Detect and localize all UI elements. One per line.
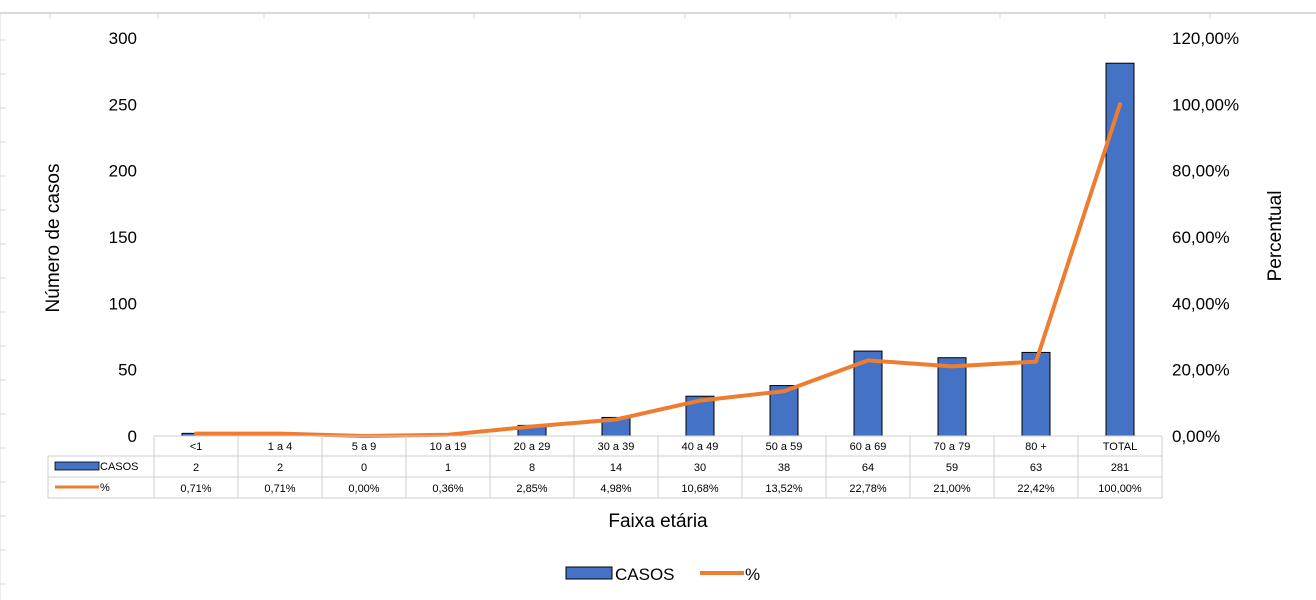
y2-tick-label: 80,00% — [1172, 162, 1230, 181]
y-axis-title: Número de casos — [43, 164, 64, 313]
table-cell-percent: 0,71% — [180, 483, 211, 495]
table-cell-casos: 30 — [694, 462, 706, 474]
category-label: 50 a 59 — [766, 441, 803, 453]
bar — [1021, 351, 1051, 437]
y2-axis-title: Percentual — [1265, 191, 1286, 282]
legend-label-casos: CASOS — [615, 565, 675, 584]
y-tick-label: 100 — [109, 294, 137, 313]
table-cell-casos: 38 — [778, 462, 790, 474]
y2-tick-label: 100,00% — [1172, 95, 1239, 114]
table-cell-casos: 0 — [361, 462, 367, 474]
table-row-label-casos: CASOS — [100, 461, 139, 473]
table-cell-percent: 0,00% — [348, 483, 379, 495]
table-cell-percent: 10,68% — [681, 483, 719, 495]
y2-tick-label: 20,00% — [1172, 361, 1230, 380]
y-tick-label: 200 — [109, 162, 137, 181]
legend-key-casos — [565, 566, 613, 580]
data-table: <1 1 a 4 5 a 9 10 a 19 20 a 29 30 a 39 40 a 49… — [47, 435, 1163, 499]
y-tick-label: 300 — [109, 29, 137, 48]
y2-tick-label: 120,00% — [1172, 29, 1239, 48]
category-label: 1 a 4 — [268, 441, 292, 453]
table-cell-percent: 22,42% — [1017, 483, 1055, 495]
table-cell-casos: 1 — [445, 462, 451, 474]
table-cell-percent: 100,00% — [1098, 483, 1142, 495]
table-key-casos — [54, 461, 100, 471]
category-label: 60 a 69 — [850, 441, 887, 453]
table-cell-percent: 2,85% — [516, 483, 547, 495]
table-cell-percent: 0,36% — [432, 483, 463, 495]
category-label: 80 + — [1025, 441, 1047, 453]
table-cell-percent: 4,98% — [600, 483, 631, 495]
category-label: 70 a 79 — [934, 441, 971, 453]
category-label: <1 — [190, 441, 203, 453]
line-series-percent — [194, 102, 1122, 438]
table-cell-casos: 2 — [193, 462, 199, 474]
table-cell-percent: 13,52% — [765, 483, 803, 495]
y2-tick-label: 60,00% — [1172, 228, 1230, 247]
y-tick-label: 50 — [118, 361, 137, 380]
y-tick-label: 0 — [128, 427, 137, 446]
y-tick-label: 250 — [109, 95, 137, 114]
bar — [685, 395, 715, 437]
left-axis: 0 50 100 150 200 250 300 — [109, 29, 137, 446]
category-label: TOTAL — [1103, 441, 1137, 453]
bar — [1105, 62, 1135, 437]
x-axis-title: Faixa etária — [608, 511, 708, 532]
sheet-frame — [0, 12, 1316, 600]
y2-tick-label: 40,00% — [1172, 294, 1230, 313]
bar — [937, 357, 967, 437]
category-label: 30 a 39 — [598, 441, 635, 453]
category-label: 5 a 9 — [352, 441, 376, 453]
y-tick-label: 150 — [109, 228, 137, 247]
category-label: 10 a 19 — [430, 441, 467, 453]
table-cell-casos: 14 — [610, 462, 622, 474]
category-label: 20 a 29 — [514, 441, 551, 453]
legend-label-percent: % — [745, 565, 760, 584]
right-axis: 0,00% 20,00% 40,00% 60,00% 80,00% 100,00% 120,… — [1172, 29, 1239, 446]
sheet-column-ticks — [0, 13, 1211, 585]
table-cell-percent: 0,71% — [264, 483, 295, 495]
table-cell-casos: 64 — [862, 462, 874, 474]
bar-series-casos — [181, 62, 1135, 437]
table-cell-casos: 63 — [1030, 462, 1042, 474]
legend: CASOS % — [565, 565, 760, 584]
table-cell-percent: 22,78% — [849, 483, 887, 495]
table-row-label-percent: % — [100, 482, 110, 494]
table-cell-percent: 21,00% — [933, 483, 971, 495]
table-cell-casos: 8 — [529, 462, 535, 474]
table-cell-casos: 2 — [277, 462, 283, 474]
y2-tick-label: 0,00% — [1172, 427, 1220, 446]
table-cell-casos: 281 — [1111, 462, 1129, 474]
table-cell-casos: 59 — [946, 462, 958, 474]
category-label: 40 a 49 — [682, 441, 719, 453]
